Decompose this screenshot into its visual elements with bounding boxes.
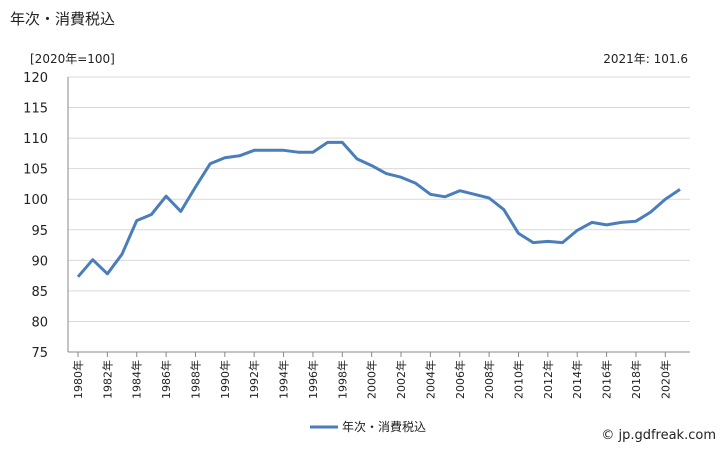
y-tick-label: 80 bbox=[31, 315, 48, 330]
chart-title: 年次・消費税込 bbox=[10, 10, 116, 28]
source-credit: © jp.gdfreak.com bbox=[601, 428, 716, 443]
x-tick-label: 2008年 bbox=[482, 360, 496, 399]
x-tick-label: 2010年 bbox=[511, 360, 525, 399]
x-tick-label: 1992年 bbox=[247, 360, 261, 399]
legend-label: 年次・消費税込 bbox=[342, 419, 426, 434]
x-tick-label: 1984年 bbox=[130, 360, 144, 399]
series-line bbox=[76, 140, 681, 278]
y-tick-label: 115 bbox=[23, 102, 48, 117]
y-tick-label: 95 bbox=[31, 224, 48, 239]
y-tick-label: 110 bbox=[23, 132, 48, 147]
series-group bbox=[76, 140, 681, 278]
x-axis-ticks: 1980年 1982年 1984年 1986年 1988年 1990年 1992年 1994年… bbox=[71, 352, 672, 399]
x-tick-label: 1994年 bbox=[277, 360, 291, 399]
grid-lines bbox=[67, 76, 690, 353]
y-tick-label: 75 bbox=[31, 346, 48, 361]
x-tick-label: 1998年 bbox=[335, 360, 349, 399]
x-tick-label: 1990年 bbox=[218, 360, 232, 399]
x-tick-label: 1980年 bbox=[71, 360, 85, 399]
y-tick-label: 100 bbox=[23, 193, 48, 208]
unit-label: [2020年=100] bbox=[30, 52, 115, 66]
x-tick-label: 2000年 bbox=[365, 360, 379, 399]
x-tick-label: 2004年 bbox=[423, 360, 437, 399]
x-tick-label: 2006年 bbox=[453, 360, 467, 399]
x-tick-label: 2014年 bbox=[570, 360, 584, 399]
y-tick-label: 105 bbox=[23, 163, 48, 178]
x-tick-label: 1988年 bbox=[188, 360, 202, 399]
y-tick-label: 120 bbox=[23, 71, 48, 86]
legend: 年次・消費税込 bbox=[310, 419, 426, 434]
x-tick-label: 2018年 bbox=[629, 360, 643, 399]
y-tick-label: 90 bbox=[31, 254, 48, 269]
x-tick-label: 2016年 bbox=[600, 360, 614, 399]
x-tick-label: 1996年 bbox=[306, 360, 320, 399]
y-tick-label: 85 bbox=[31, 285, 48, 300]
x-tick-label: 1986年 bbox=[159, 360, 173, 399]
x-tick-label: 2002年 bbox=[394, 360, 408, 399]
x-tick-label: 2012年 bbox=[541, 360, 555, 399]
latest-value-label: 2021年: 101.6 bbox=[603, 52, 688, 66]
x-tick-label: 1982年 bbox=[100, 360, 114, 399]
x-tick-label: 2020年 bbox=[658, 360, 672, 399]
y-axis-ticks: 120 115 110 105 100 95 90 85 80 75 bbox=[23, 71, 48, 361]
